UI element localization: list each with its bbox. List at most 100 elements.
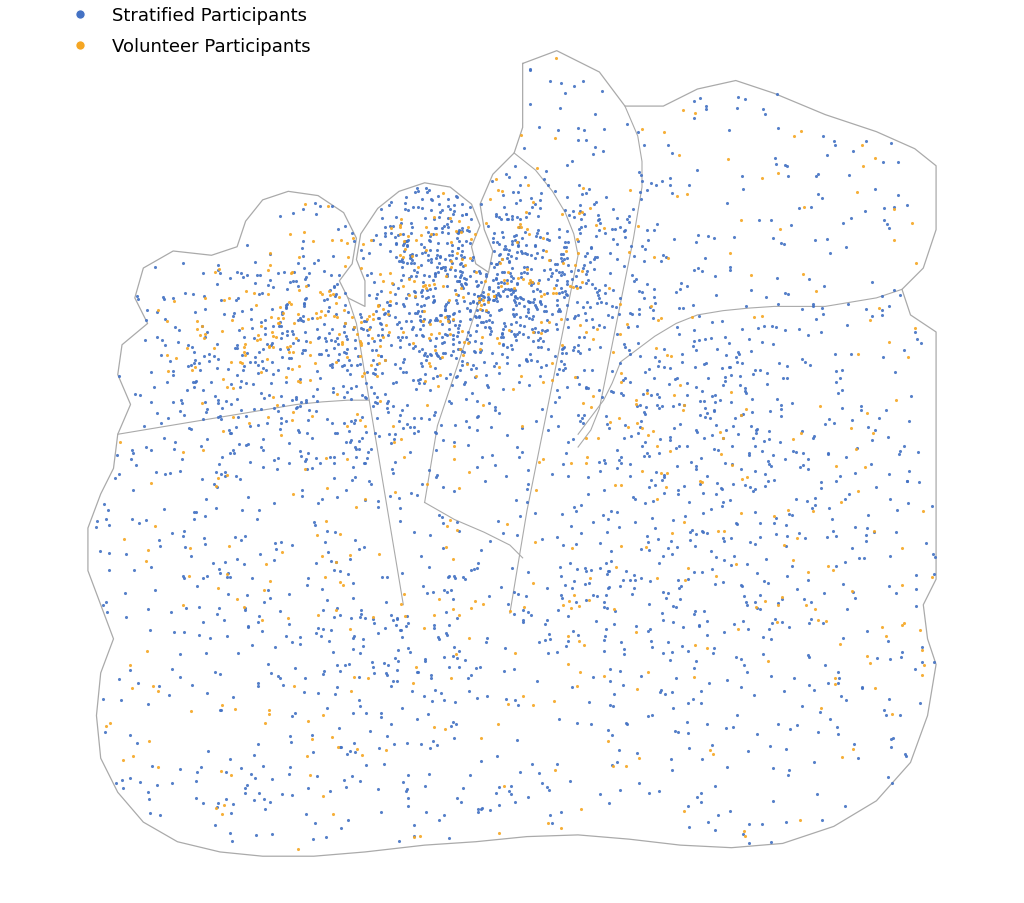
Point xyxy=(509,441,525,455)
Point xyxy=(392,515,409,529)
Point xyxy=(857,205,873,219)
Point xyxy=(289,400,305,414)
Point xyxy=(394,404,411,418)
Point xyxy=(232,266,249,281)
Point xyxy=(884,707,900,721)
Point xyxy=(888,526,904,540)
Point xyxy=(274,350,291,365)
Point xyxy=(430,629,446,644)
Point xyxy=(433,261,450,275)
Point xyxy=(605,386,622,400)
Point xyxy=(297,462,313,477)
Point xyxy=(694,486,711,500)
Point xyxy=(667,388,683,403)
Point xyxy=(447,370,464,385)
Point xyxy=(547,763,563,777)
Point xyxy=(648,439,665,453)
Point xyxy=(188,315,205,330)
Point xyxy=(348,379,365,394)
Point xyxy=(435,541,452,555)
Point xyxy=(129,736,145,750)
Point xyxy=(807,312,823,327)
Point xyxy=(870,411,887,425)
Point xyxy=(707,442,723,457)
Point xyxy=(345,705,361,720)
Point xyxy=(454,225,470,239)
Point xyxy=(344,460,360,474)
Point xyxy=(222,570,239,584)
Point xyxy=(801,273,817,287)
Point xyxy=(770,167,786,182)
Point xyxy=(528,301,545,315)
Point xyxy=(423,228,439,242)
Point xyxy=(427,426,443,441)
Point xyxy=(411,260,427,275)
Point xyxy=(736,658,753,673)
Point xyxy=(566,79,583,94)
Point xyxy=(642,634,658,648)
Point xyxy=(291,372,307,386)
Point xyxy=(532,340,549,355)
Point xyxy=(886,234,902,248)
Point xyxy=(708,569,724,583)
Point xyxy=(746,482,763,497)
Point xyxy=(519,261,536,275)
Point xyxy=(764,319,780,333)
Point xyxy=(699,406,716,421)
Point xyxy=(323,289,339,303)
Point xyxy=(469,296,485,311)
Point xyxy=(349,358,366,373)
Point xyxy=(574,275,591,290)
Point xyxy=(510,236,526,250)
Point xyxy=(315,667,332,682)
Point xyxy=(679,376,695,390)
Point xyxy=(792,813,808,827)
Point xyxy=(460,671,476,685)
Point xyxy=(870,302,887,316)
Point xyxy=(443,248,460,263)
Point xyxy=(572,213,589,228)
Point xyxy=(463,668,479,683)
Point xyxy=(428,470,444,485)
Point xyxy=(640,234,656,248)
Point xyxy=(442,236,459,250)
Point xyxy=(187,360,204,375)
Point xyxy=(273,306,290,321)
Point xyxy=(606,687,623,702)
Point xyxy=(195,412,211,426)
Point xyxy=(659,586,676,600)
Point xyxy=(715,574,731,589)
Point xyxy=(594,85,610,99)
Point xyxy=(579,593,595,608)
Point xyxy=(213,412,229,426)
Point xyxy=(494,253,510,267)
Point xyxy=(574,75,591,89)
Point xyxy=(443,348,460,362)
Point xyxy=(462,200,478,215)
Point xyxy=(383,226,399,240)
Point xyxy=(509,186,525,200)
Point xyxy=(420,291,436,305)
Point xyxy=(547,132,563,146)
Point xyxy=(115,781,131,796)
Point xyxy=(357,314,374,329)
Point xyxy=(409,298,425,312)
Point xyxy=(566,310,583,324)
Point xyxy=(655,360,672,375)
Point xyxy=(500,265,516,280)
Point xyxy=(372,395,388,409)
Point xyxy=(562,556,579,571)
Point xyxy=(470,802,486,816)
Point xyxy=(324,358,340,372)
Point xyxy=(369,390,385,405)
Point xyxy=(625,307,641,321)
Point xyxy=(406,256,422,271)
Point xyxy=(647,521,664,535)
Point xyxy=(573,412,590,426)
Point xyxy=(404,323,421,338)
Point xyxy=(794,426,810,441)
Point xyxy=(226,307,243,321)
Point xyxy=(501,323,517,338)
Point xyxy=(238,284,254,299)
Point xyxy=(894,645,910,659)
